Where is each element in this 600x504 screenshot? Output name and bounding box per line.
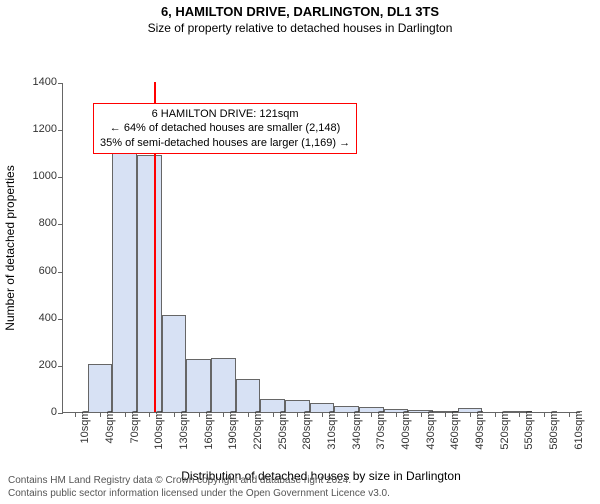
y-tick-mark [58,177,63,178]
y-axis-label: Number of detached properties [3,165,17,330]
x-tick-label: 340sqm [347,410,363,449]
x-tick-label: 190sqm [223,410,239,449]
histogram-bar [162,315,187,412]
x-tick-label: 430sqm [421,410,437,449]
footer-attribution: Contains HM Land Registry data © Crown c… [8,475,592,500]
x-tick-mark [125,412,126,417]
footer-line-1: Contains HM Land Registry data © Crown c… [8,475,592,488]
y-tick-label: 0 [51,406,63,418]
y-tick-mark [58,413,63,414]
x-tick-mark [174,412,175,417]
chart-subtitle: Size of property relative to detached ho… [0,21,600,35]
x-tick-mark [297,412,298,417]
y-tick-mark [58,224,63,225]
y-tick-mark [58,366,63,367]
x-tick-mark [495,412,496,417]
y-tick-mark [58,83,63,84]
histogram-bar [137,155,162,412]
x-tick-mark [248,412,249,417]
x-tick-label: 280sqm [297,410,313,449]
x-tick-label: 520sqm [495,410,511,449]
annotation-line: 6 HAMILTON DRIVE: 121sqm [100,107,350,121]
histogram-bar [88,364,113,412]
x-tick-mark [421,412,422,417]
histogram-bar [236,379,261,412]
x-tick-mark [322,412,323,417]
histogram-bar [211,358,236,412]
x-tick-mark [75,412,76,417]
x-tick-mark [273,412,274,417]
y-tick-label: 1400 [33,76,63,88]
x-tick-mark [396,412,397,417]
x-tick-mark [149,412,150,417]
annotation-box: 6 HAMILTON DRIVE: 121sqm← 64% of detache… [93,103,357,154]
x-tick-label: 490sqm [470,410,486,449]
x-tick-label: 460sqm [445,410,461,449]
x-tick-mark [347,412,348,417]
x-tick-label: 580sqm [544,410,560,449]
footer-line-2: Contains public sector information licen… [8,488,592,501]
x-tick-label: 310sqm [322,410,338,449]
x-tick-label: 130sqm [174,410,190,449]
x-tick-label: 70sqm [125,410,141,443]
x-tick-mark [569,412,570,417]
x-tick-label: 250sqm [273,410,289,449]
y-tick-mark [58,130,63,131]
annotation-line: ← 64% of detached houses are smaller (2,… [100,121,350,135]
x-tick-mark [199,412,200,417]
x-tick-label: 100sqm [149,410,165,449]
x-tick-mark [223,412,224,417]
x-tick-label: 370sqm [371,410,387,449]
y-tick-mark [58,272,63,273]
x-tick-label: 550sqm [519,410,535,449]
x-tick-label: 10sqm [75,410,91,443]
x-tick-label: 220sqm [248,410,264,449]
annotation-line: 35% of semi-detached houses are larger (… [100,136,350,150]
x-tick-label: 610sqm [569,410,585,449]
x-tick-mark [470,412,471,417]
histogram-bar [112,147,137,412]
x-tick-mark [544,412,545,417]
chart-title: 6, HAMILTON DRIVE, DARLINGTON, DL1 3TS [0,4,600,19]
y-tick-mark [58,319,63,320]
plot-area: 020040060080010001200140010sqm40sqm70sqm… [62,83,580,413]
x-tick-mark [371,412,372,417]
x-tick-mark [519,412,520,417]
x-tick-label: 160sqm [199,410,215,449]
x-tick-label: 400sqm [396,410,412,449]
x-tick-mark [445,412,446,417]
histogram-bar [186,359,211,412]
x-tick-mark [100,412,101,417]
x-tick-label: 40sqm [100,410,116,443]
